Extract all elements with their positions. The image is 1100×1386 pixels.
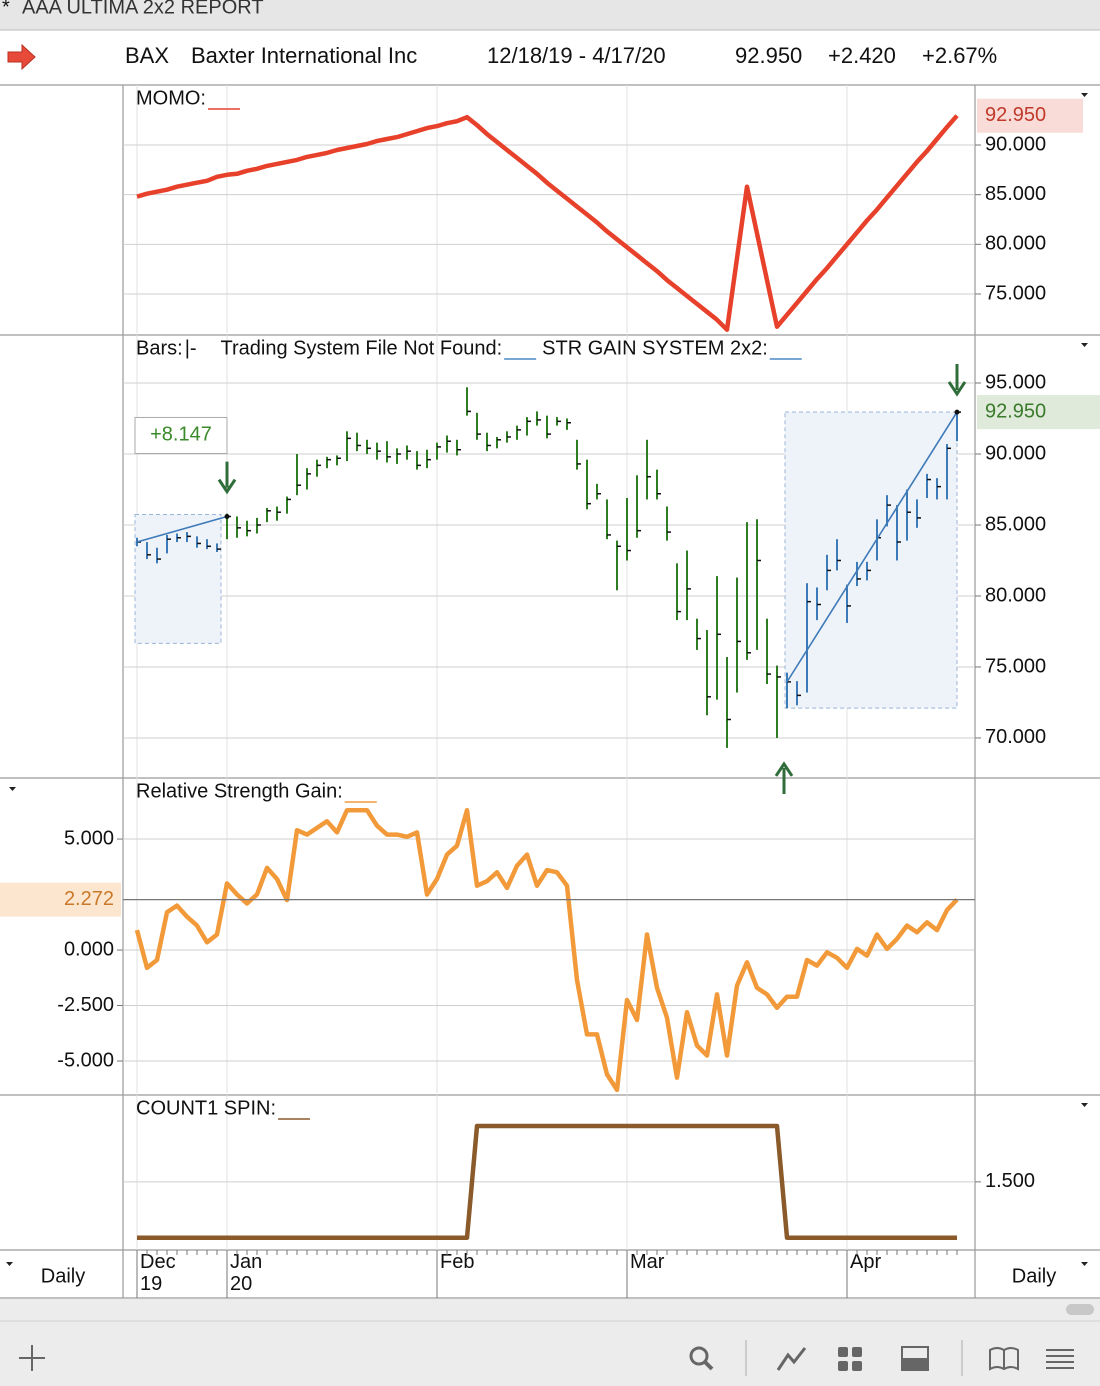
x-tick-label: Mar — [630, 1251, 665, 1273]
panel-menus — [6, 93, 1088, 1266]
panel-menu[interactable] — [9, 787, 16, 791]
y-tick-label: 90.000 — [985, 133, 1046, 155]
period-menu[interactable] — [6, 1262, 13, 1266]
panel-menu[interactable] — [1081, 93, 1088, 97]
period-menu[interactable] — [1081, 1262, 1088, 1266]
last-value-box — [0, 882, 121, 917]
y-tick-label: 80.000 — [985, 584, 1046, 606]
x-tick-label: Feb — [440, 1251, 475, 1273]
series-line — [136, 114, 959, 332]
company: Baxter International Inc — [191, 43, 417, 68]
price-change: +2.420 — [828, 43, 896, 68]
last-value-label: 92.950 — [985, 400, 1046, 422]
panel-frame — [0, 84, 1100, 1299]
x-tick-label: Jan 20 — [230, 1251, 263, 1295]
y-tick-label: 5.000 — [64, 827, 114, 849]
last-value-label: 92.950 — [985, 104, 1046, 126]
legend-label: Trading System File Not Found: — [221, 337, 503, 359]
panel-button[interactable] — [901, 1346, 929, 1371]
y-tick-label: 95.000 — [985, 371, 1046, 393]
menu-button[interactable] — [1046, 1349, 1074, 1369]
gain-box — [134, 416, 228, 454]
symbol-arrow-icon[interactable] — [7, 43, 36, 71]
y-tick-label: 75.000 — [985, 655, 1046, 677]
title-bar — [0, 0, 1100, 30]
x-tick-label: Dec 19 — [140, 1251, 176, 1295]
search-button[interactable] — [689, 1346, 714, 1371]
toolbar-icons — [19, 1340, 1074, 1376]
layout-button[interactable] — [838, 1347, 862, 1371]
x-tick-label: Feb — [440, 1251, 475, 1273]
period-right[interactable]: Daily — [1012, 1265, 1056, 1287]
signal-arrow — [217, 461, 237, 495]
legend-label: STR GAIN SYSTEM 2x2: — [542, 337, 768, 359]
y-tick-label: -2.500 — [57, 994, 114, 1016]
percent-change: +2.67% — [922, 43, 997, 68]
x-tick-label: Apr — [850, 1251, 882, 1273]
y-tick-label: 1.500 — [985, 1170, 1035, 1192]
add-button[interactable] — [19, 1345, 45, 1371]
panel-menu[interactable] — [1081, 1103, 1088, 1107]
legend-label: COUNT1 SPIN: — [136, 1097, 276, 1119]
y-tick-label: -5.000 — [57, 1049, 114, 1071]
y-tick-label: 90.000 — [985, 442, 1046, 464]
toolbar — [0, 1299, 1100, 1386]
legend-label: MOMO: — [136, 87, 206, 109]
y-tick-label: 80.000 — [985, 233, 1046, 255]
last-price: 92.950 — [735, 43, 802, 68]
system-point — [224, 513, 230, 519]
legend-label: Relative Strength Gain: — [136, 780, 343, 802]
x-tick-label: Jan 20 — [230, 1251, 263, 1295]
panel-menu[interactable] — [1081, 343, 1088, 347]
series-line — [137, 1123, 957, 1240]
y-tick-label: 85.000 — [985, 183, 1046, 205]
regression-line — [136, 515, 228, 543]
period-left[interactable]: Daily — [41, 1265, 85, 1287]
symbol: BAX — [125, 43, 169, 68]
series-line — [134, 807, 959, 1093]
gain-label: +8.147 — [150, 424, 212, 446]
system-box — [784, 411, 958, 709]
modified-marker: * — [2, 0, 10, 18]
regression-line — [786, 411, 958, 683]
book-button[interactable] — [989, 1347, 1019, 1371]
y-tick-label: 75.000 — [985, 282, 1046, 304]
date-range: 12/18/19 - 4/17/20 — [487, 43, 666, 68]
arrow-icon[interactable] — [7, 43, 36, 71]
last-value-box — [977, 395, 1100, 430]
legend-label: Bars: — [136, 337, 183, 359]
last-value-box — [977, 98, 1083, 133]
system-point — [954, 409, 960, 415]
window-title: AAA ULTIMA 2x2 REPORT — [22, 0, 264, 18]
y-tick-label: 85.000 — [985, 513, 1046, 535]
y-tick-label: 70.000 — [985, 726, 1046, 748]
legend-bar-style: |- — [185, 337, 197, 359]
x-tick-label: Mar — [630, 1251, 665, 1273]
y-tick-label: 0.000 — [64, 938, 114, 960]
chart-type-button[interactable] — [776, 1347, 807, 1371]
x-tick-label: Apr — [850, 1251, 882, 1273]
last-value-label: 2.272 — [64, 888, 114, 910]
x-tick-label: Dec 19 — [140, 1251, 176, 1295]
scrollbar[interactable] — [1066, 1304, 1094, 1315]
signal-arrow — [947, 363, 967, 397]
signal-arrow — [774, 761, 794, 794]
